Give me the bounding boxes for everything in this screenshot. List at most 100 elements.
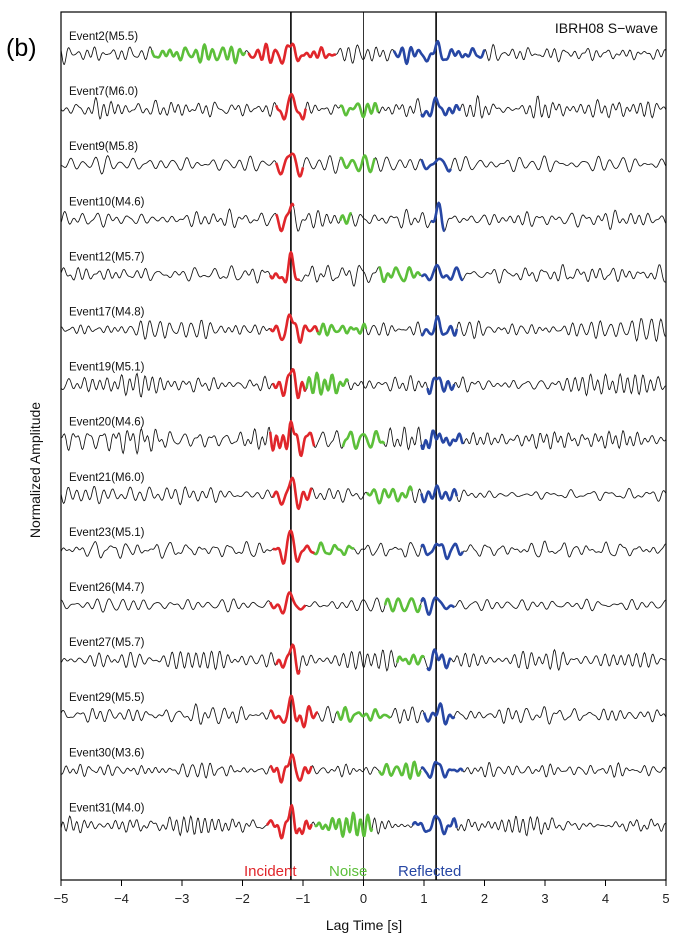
trace-event30-m3-6- (60, 753, 667, 784)
trace-line (60, 202, 667, 232)
noise-segment (312, 541, 355, 556)
trace-event23-m5-1- (60, 529, 667, 565)
reflected-segment (392, 39, 486, 66)
incident-segment (269, 753, 313, 784)
noise-segment (314, 811, 374, 838)
station-title: IBRH08 S−wave (555, 20, 658, 36)
event-label: Event29(M5.5) (69, 692, 145, 704)
noise-segment (395, 653, 426, 666)
trace-event20-m4-6- (60, 420, 667, 458)
incident-segment (265, 804, 313, 840)
trace-line (60, 592, 667, 616)
event-label: Event7(M6.0) (69, 86, 138, 98)
reflected-segment (426, 648, 452, 672)
event-label: Event10(M4.6) (69, 196, 145, 208)
x-tick-label: 5 (662, 891, 669, 906)
reflected-segment (420, 760, 464, 779)
reflected-segment (411, 814, 459, 836)
noise-segment (383, 597, 422, 614)
trace-line (60, 477, 667, 510)
event-label: Event23(M5.1) (69, 527, 145, 539)
trace-event12-m5-7- (60, 250, 667, 288)
vertical-reference-lines (290, 12, 437, 880)
incident-segment (274, 152, 305, 178)
event-label: Event17(M4.8) (69, 307, 145, 319)
reflected-segment (420, 96, 462, 118)
x-tick-label: −3 (175, 891, 190, 906)
legend-incident: Incident (244, 863, 297, 880)
x-axis: −5 −4 −3 −2 −1 0 1 2 3 4 5 (54, 880, 670, 906)
event-label: Event26(M4.7) (69, 582, 145, 594)
incident-segment (274, 93, 307, 121)
x-axis-title: Lag Time [s] (326, 917, 402, 933)
event-label: Event30(M3.6) (69, 747, 145, 759)
reflected-segment (420, 315, 459, 337)
x-tick-label: 2 (481, 891, 488, 906)
trace-event10-m4-6- (60, 201, 667, 233)
event-label: Event20(M4.6) (69, 417, 145, 429)
reflected-segment (422, 702, 456, 726)
noise-segment (305, 371, 350, 396)
incident-segment (275, 202, 295, 233)
incident-segment (271, 476, 313, 511)
noise-segment (365, 485, 414, 505)
incident-segment (271, 368, 307, 400)
noise-segment (339, 154, 376, 174)
noise-segment (341, 430, 386, 450)
x-tick-label: 4 (602, 891, 609, 906)
incident-segment (269, 591, 307, 615)
incident-segment (268, 250, 301, 284)
trace-line (60, 643, 667, 674)
trace-event17-m4-8- (60, 313, 667, 344)
event-label: Event9(M5.8) (69, 141, 138, 153)
noise-segment (339, 102, 380, 119)
trace-event27-m5-7- (60, 643, 667, 675)
noise-segment (314, 322, 368, 337)
noise-segment (377, 760, 422, 780)
trace-event26-m4-7- (60, 591, 667, 616)
reflected-segment (421, 263, 464, 282)
x-tick-label: 1 (420, 891, 427, 906)
legend-reflected: Reflected (398, 863, 461, 880)
incident-segment (275, 643, 301, 675)
x-tick-label: −1 (296, 891, 311, 906)
trace-event9-m5-8- (60, 152, 667, 178)
trace-line (60, 368, 667, 399)
trace-line (60, 251, 667, 288)
noise-segment (150, 43, 247, 65)
incident-segment (268, 420, 316, 458)
incident-segment (272, 529, 315, 565)
trace-event21-m6-0- (60, 476, 667, 511)
event-label: Event19(M5.1) (69, 362, 145, 374)
noise-segment (338, 212, 353, 225)
incident-segment (269, 313, 319, 344)
event-label: Event31(M4.0) (69, 802, 145, 814)
trace-event31-m4-0- (60, 804, 667, 840)
event-label: Event21(M6.0) (69, 472, 145, 484)
trace-line (60, 530, 667, 565)
x-tick-label: 3 (541, 891, 548, 906)
event-labels: Event2(M5.5) Event7(M6.0) Event9(M5.8) Even… (69, 31, 145, 814)
noise-segment (336, 706, 391, 723)
incident-segment (269, 694, 319, 729)
x-tick-label: −5 (54, 891, 69, 906)
reflected-segment (420, 484, 459, 504)
trace-line (60, 753, 667, 784)
event-label: Event12(M5.7) (69, 251, 145, 263)
trace-event2-m5-5- (60, 39, 667, 66)
reflected-segment (420, 542, 464, 561)
x-tick-label: −2 (235, 891, 250, 906)
legend-noise: Noise (329, 863, 367, 880)
event-label: Event2(M5.5) (69, 31, 138, 43)
incident-segment (247, 42, 337, 65)
reflected-segment (420, 596, 455, 616)
waveform-traces (60, 39, 667, 840)
x-tick-label: −4 (114, 891, 129, 906)
reflected-segment (420, 157, 452, 173)
reflected-segment (430, 201, 446, 233)
x-tick-label: 0 (360, 891, 367, 906)
legend: Incident Noise Reflected (244, 863, 461, 880)
y-axis-title: Normalized Amplitude (27, 402, 43, 538)
reflected-segment (420, 429, 465, 450)
